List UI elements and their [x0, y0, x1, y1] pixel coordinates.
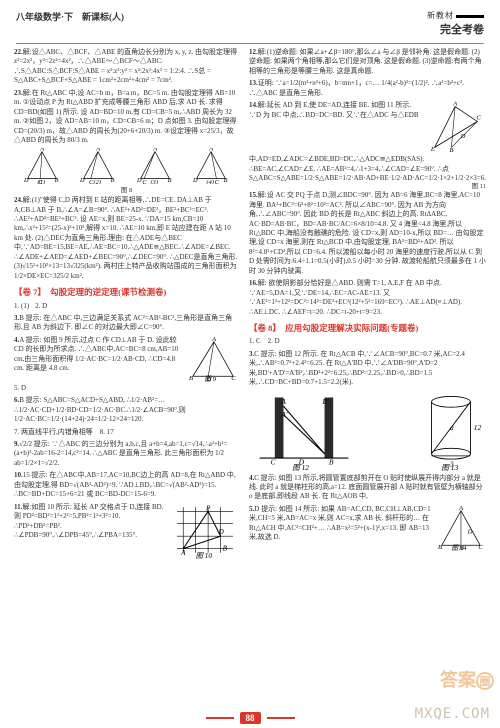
svg-text:12: 12 — [474, 423, 482, 432]
svg-text:D: D — [79, 178, 85, 185]
figure-9: ABDC图 9 — [187, 336, 239, 382]
triangle-4: A D CB (4) — [190, 148, 232, 184]
problem-16: 16.解: 欲使阴影部分恰好是△ABD. 则需 T=1, A,E,F 在 AB … — [249, 279, 486, 317]
figure-13: a 12 3 图 13 — [416, 391, 486, 471]
svg-text:图 14: 图 14 — [451, 544, 467, 551]
svg-text:B': B' — [322, 397, 329, 406]
figures-12-13: AA'B' CDB 图 12 a 12 3 图 13 — [249, 391, 486, 471]
svg-text:C: C — [214, 179, 219, 184]
answer-7-8: 7. 两直线平行,内错角相等 8. 17 — [14, 428, 239, 437]
svg-text:A': A' — [280, 410, 288, 419]
svg-text:C: C — [231, 375, 236, 382]
svg-text:B: B — [189, 375, 193, 382]
section-7-title: 【卷 7】 勾股定理的逆定理(课节检测卷) — [14, 287, 239, 298]
svg-text:A: A — [280, 397, 286, 406]
svg-text:P: P — [205, 504, 211, 512]
svg-text:a: a — [450, 423, 454, 432]
svg-text:B: B — [329, 457, 334, 466]
svg-text:B: B — [438, 544, 442, 551]
answers-1-2: 1. (1)2. D — [14, 302, 239, 311]
svg-text:D: D — [467, 529, 473, 536]
problem-15: 15.解:设 AC 交 PQ 于点 D,测∠BDC=90°. 因为 AB=6 海… — [249, 191, 486, 276]
svg-text:A: A — [39, 148, 44, 153]
triangle-2: ADCB(2) — [77, 148, 119, 184]
svg-text:D: D — [192, 178, 198, 185]
svg-text:B: B — [223, 178, 227, 185]
svg-text:E: E — [430, 146, 435, 153]
figure-10: A P DB 图 10 — [171, 503, 239, 559]
figure-12: AA'B' CDB 图 12 — [249, 391, 359, 471]
svg-text:C: C — [271, 457, 277, 466]
svg-text:图 12: 图 12 — [292, 463, 309, 471]
answer-3: 3.B 提示: 在△ABC 中,三边满足关系式 AC²=AB²-BC²,三角形是… — [14, 314, 239, 333]
figure-11-caption: 图 11 — [249, 183, 486, 192]
svg-text:B: B — [167, 178, 171, 185]
problem-12: 12.解:(1)逆命题: 如果∠a+∠β=180°,那么∠a 与∠β 是邻补角.… — [249, 48, 486, 76]
watermark-url: MXQE.COM — [415, 706, 490, 722]
header-left: 八年级数学·下 新课标(人) — [16, 10, 124, 23]
svg-text:图 13: 图 13 — [441, 463, 458, 471]
svg-text:A: A — [452, 101, 457, 108]
triangle-3: A DC B (3) — [134, 148, 176, 184]
svg-text:(3): (3) — [150, 179, 157, 184]
answer-9: 9.√2/2 提示: ∵△ABC 的三边分别为 a,b,c,且 a+b=4,ab… — [14, 440, 239, 468]
figure-14: ABHCD图 14 — [434, 505, 486, 551]
svg-text:B: B — [55, 178, 59, 185]
svg-text:D: D — [217, 528, 224, 536]
answer-6: 6.B 提示: S△ABC=S△ACD+S△ABD, ∴1/2·AB²=… ∴1… — [14, 396, 239, 424]
svg-text:B: B — [450, 147, 454, 153]
answer-5: 5. D — [14, 384, 239, 393]
svg-text:C: C — [476, 115, 481, 122]
svg-text:(1): (1) — [38, 179, 45, 184]
right-column: 12.解:(1)逆命题: 如果∠a+∠β=180°,那么∠a 与∠β 是邻补角.… — [249, 48, 486, 706]
svg-text:A: A — [208, 148, 213, 153]
answer-10: 10.15 提示: 在△ABC中,AB=17,AC=10,BC边上的高 AD=8… — [14, 471, 239, 499]
svg-text:D: D — [136, 178, 142, 185]
header-rule — [16, 43, 484, 44]
problem-23: 23.解:在 Rt△ABC 中,设 AC=b m，B=a m，BC=5 m. 由… — [14, 89, 239, 146]
svg-text:A: A — [96, 148, 101, 153]
figure-8-row: ADCB(1) ADCB(2) ADCB(3) ADCB(4) — [14, 148, 239, 184]
svg-text:D: D — [460, 133, 466, 140]
svg-text:(2): (2) — [94, 179, 101, 184]
svg-text:图 9: 图 9 — [204, 375, 216, 382]
svg-text:C: C — [478, 544, 483, 551]
section-8-title: 【卷 8】 应用勾股定理解决实际问题(专题卷) — [249, 323, 486, 334]
problem-13: 13.证明: ∵a=1/2(m²+n²+6)，b=mn+1，c=… 1/4(a²… — [249, 79, 486, 98]
answers-r-1-2: 1. C 2. D — [249, 337, 486, 346]
svg-text:(4): (4) — [206, 179, 213, 184]
svg-text:B: B — [223, 544, 228, 552]
figure-8-caption: 图 8 — [14, 187, 239, 196]
problem-22: 22.解:设△ABC、△BCF、△ABE 的直角边长分别为 x, y, z. 由… — [14, 48, 239, 86]
page-header: 八年级数学·下 新课标(人) 新教材 完全考卷 — [0, 0, 500, 41]
svg-text:D: D — [23, 178, 29, 185]
svg-text:B: B — [111, 178, 115, 185]
answer-r-4: 4.C 提示: 如图 13 所示,将圆管置底部剪开在 O 贴时使纵展开得内部分 … — [249, 474, 486, 502]
svg-text:A: A — [211, 336, 217, 343]
svg-text:A: A — [152, 148, 157, 153]
header-right: 新教材 完全考卷 — [427, 10, 484, 37]
left-column: 22.解:设△ABC、△BCF、△ABE 的直角边长分别为 x, y, z. 由… — [14, 48, 239, 706]
watermark-brand: 答案圈 — [440, 666, 494, 692]
svg-text:图 10: 图 10 — [196, 552, 213, 559]
triangle-1: ADCB(1) — [21, 148, 63, 184]
answer-r-3: 3.C 提示: 如图 12 所示. 在 Rt△ACB 中,∵∠ACB=90°,B… — [249, 350, 486, 388]
problem-24: 24.解:(1)"使得 C,D 两村到 E 站的距离相等,∴DE=CE. DA⊥… — [14, 196, 239, 281]
svg-text:A: A — [458, 505, 464, 512]
svg-text:A: A — [180, 549, 186, 557]
figure-11: A E B C D — [426, 101, 486, 153]
svg-text:C: C — [142, 179, 147, 184]
page-number: 88 — [240, 712, 261, 724]
